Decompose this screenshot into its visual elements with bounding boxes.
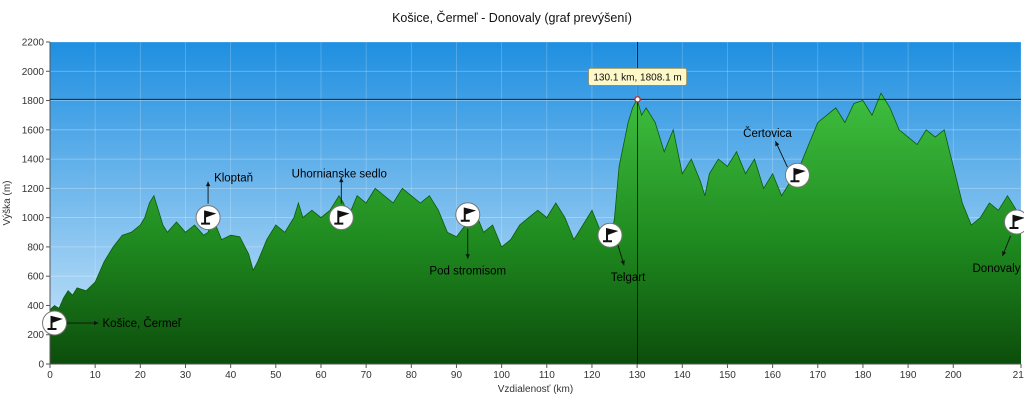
flag-glyph [334, 210, 350, 225]
flag-icon [784, 162, 810, 188]
elevation-line [49, 92, 1022, 311]
y-tick-label: 1000 [22, 213, 45, 224]
x-tick-label: 170 [809, 370, 826, 381]
y-tick-label: 2200 [22, 38, 45, 49]
x-tick-label: 150 [719, 370, 736, 381]
x-tick-label: 60 [315, 370, 327, 381]
waypoint: Uhornianske sedlo [292, 169, 387, 231]
flag-icon [195, 205, 221, 231]
x-tick-label: 90 [451, 370, 463, 381]
x-tick-label: 200 [945, 370, 962, 381]
elevation-area [50, 93, 1021, 364]
y-tick-label: 1600 [22, 125, 45, 136]
x-tick-label: 190 [900, 370, 917, 381]
flag-glyph [790, 167, 806, 183]
waypoint: Donovaly [973, 209, 1024, 275]
y-tick-label: 1400 [22, 155, 45, 166]
waypoint-label: Pod stromisom [429, 266, 506, 278]
waypoint-arrow-head [620, 260, 625, 266]
x-tick-label: 215 [1013, 370, 1024, 381]
flag-glyph [201, 210, 217, 225]
tooltip-text: 130.1 km, 1808.1 m [593, 72, 681, 83]
y-tick-label: 2000 [22, 67, 45, 78]
x-tick-label: 110 [539, 370, 555, 381]
y-axis-label: Výška (m) [2, 181, 13, 226]
waypoint-arrow-head [1002, 251, 1007, 257]
waypoint-arrow-head [465, 254, 470, 259]
chart-title: Košice, Čermeľ - Donovaly (graf prevýšen… [392, 11, 632, 25]
flag-icon [42, 310, 68, 336]
flag-glyph [47, 315, 63, 331]
x-tick-label: 120 [584, 370, 601, 381]
x-tick-label: 80 [406, 370, 418, 381]
x-tick-label: 50 [270, 370, 282, 381]
waypoint: Košice, Čermeľ [42, 310, 182, 336]
x-tick-label: 70 [361, 370, 373, 381]
x-tick-label: 100 [493, 370, 510, 381]
flag-icon [597, 222, 623, 248]
x-axis-ticks: 0 10 20 30 40 50 60 70 80 90 100 110 120 130 140 150 160… [47, 364, 1024, 381]
y-tick-label: 0 [38, 360, 44, 371]
waypoint: Pod stromisom [429, 202, 506, 278]
waypoint: Telgart [597, 222, 646, 284]
waypoint-label: Telgart [611, 272, 646, 284]
y-tick-label: 1800 [22, 96, 45, 107]
flag-icon [455, 202, 481, 228]
marker-tooltip: 130.1 km, 1808.1 m [588, 67, 687, 103]
waypoint-arrow [775, 141, 788, 168]
y-tick-label: 1200 [22, 184, 45, 195]
waypoint-label: Košice, Čermeľ [103, 317, 182, 330]
waypoint-arrow-head [94, 320, 99, 326]
x-tick-label: 160 [764, 370, 781, 381]
waypoint-label: Kloptaň [214, 173, 253, 185]
flag-icon [328, 205, 354, 231]
waypoint: Kloptaň [195, 173, 253, 231]
x-tick-label: 130 [629, 370, 646, 381]
flag-glyph [603, 227, 619, 243]
waypoint-arrow-head [775, 141, 780, 147]
x-tick-label: 180 [855, 370, 872, 381]
x-tick-label: 0 [47, 370, 53, 381]
flag-glyph [460, 207, 477, 222]
waypoint-label: Donovaly [973, 263, 1021, 275]
x-tick-label: 40 [225, 370, 237, 381]
y-tick-label: 800 [27, 242, 44, 253]
axes [49, 42, 1021, 365]
marker-point [634, 96, 641, 103]
flag-glyph [1009, 214, 1024, 230]
waypoint-arrow-head [205, 181, 211, 187]
y-axis-ticks: 0 200 400 600 800 1000 1200 1400 1600 1800 2000 220… [22, 38, 50, 371]
x-tick-label: 140 [674, 370, 691, 381]
y-tick-label: 400 [27, 301, 44, 312]
waypoint-arrow-head [339, 177, 344, 183]
y-tick-label: 600 [27, 272, 44, 283]
waypoints: Košice, Čermeľ Kloptaň Uhornianske sedlo Po… [42, 127, 1024, 336]
waypoint: Čertovica [743, 127, 810, 188]
waypoint-label: Uhornianske sedlo [292, 169, 387, 181]
x-tick-label: 30 [180, 370, 192, 381]
y-tick-label: 200 [27, 330, 44, 341]
x-tick-label: 10 [90, 370, 102, 381]
x-tick-label: 20 [135, 370, 147, 381]
x-axis-label: Vzdialenosť (km) [498, 384, 573, 395]
waypoint-label: Čertovica [743, 127, 792, 140]
